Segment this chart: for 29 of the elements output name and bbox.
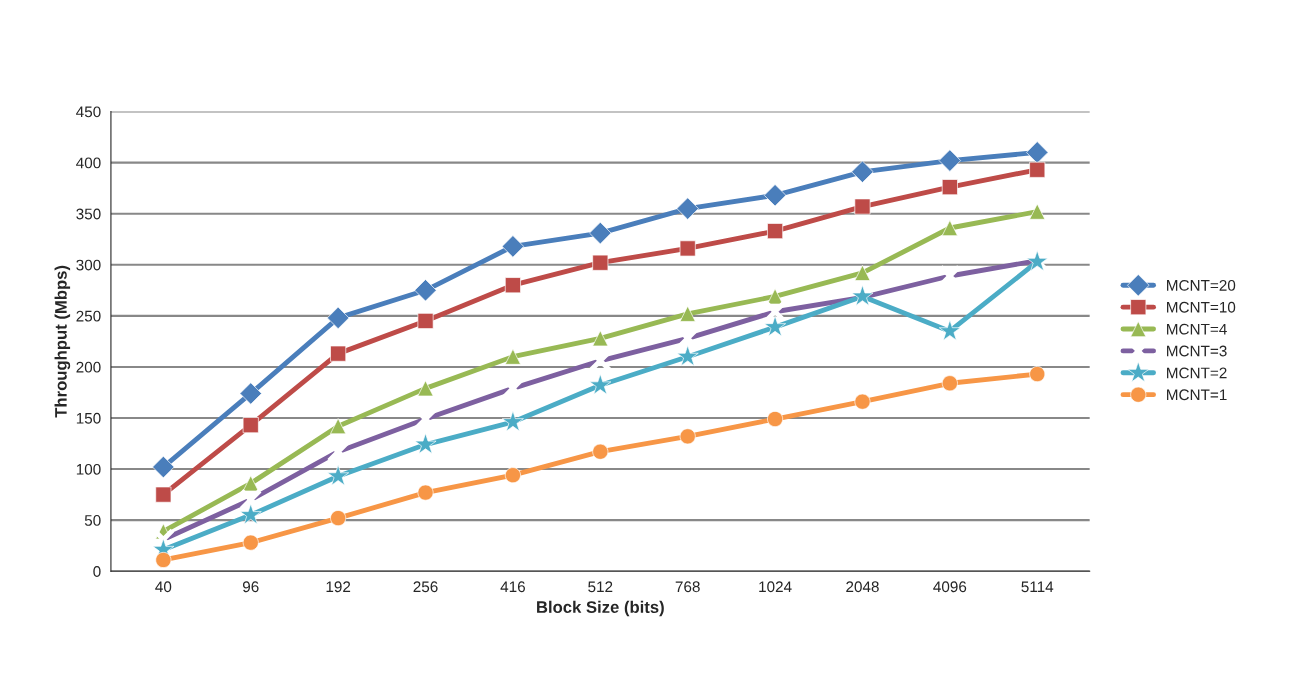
y-tick-label: 0 [93, 566, 101, 577]
x-tick-label: 40 [155, 581, 172, 593]
x-axis-title: Block Size (bits) [537, 600, 664, 617]
y-tick-label: 100 [76, 463, 101, 475]
legend-label: MCNT=4 [1167, 323, 1227, 335]
x-tick-label: 416 [500, 581, 525, 593]
x-tick-label: 4096 [933, 581, 967, 593]
y-axis-title: Throughput (Mbps) [54, 265, 71, 418]
legend-label: MCNT=3 [1167, 345, 1227, 357]
legend-label: MCNT=1 [1167, 389, 1227, 401]
legend-label: MCNT=10 [1167, 301, 1236, 313]
x-tick-label: 192 [326, 581, 351, 593]
y-tick-label: 50 [84, 515, 101, 526]
y-tick-label: 200 [76, 361, 101, 373]
y-tick-label: 150 [76, 412, 101, 424]
legend-label: MCNT=2 [1167, 367, 1227, 379]
x-tick-label: 1024 [759, 581, 792, 593]
x-tick-label: 96 [242, 581, 259, 593]
y-tick-label: 400 [76, 157, 101, 169]
y-tick-label: 450 [76, 106, 101, 118]
x-tick-label: 768 [675, 581, 700, 593]
y-tick-label: 350 [76, 208, 101, 220]
x-tick-label: 512 [588, 581, 613, 593]
x-tick-label: 5114 [1021, 581, 1054, 593]
x-tick-label: 2048 [846, 581, 879, 593]
legend-label: MCNT=20 [1167, 279, 1236, 291]
x-tick-label: 256 [413, 581, 438, 593]
y-tick-label: 300 [76, 259, 101, 271]
y-tick-label: 250 [76, 310, 101, 322]
